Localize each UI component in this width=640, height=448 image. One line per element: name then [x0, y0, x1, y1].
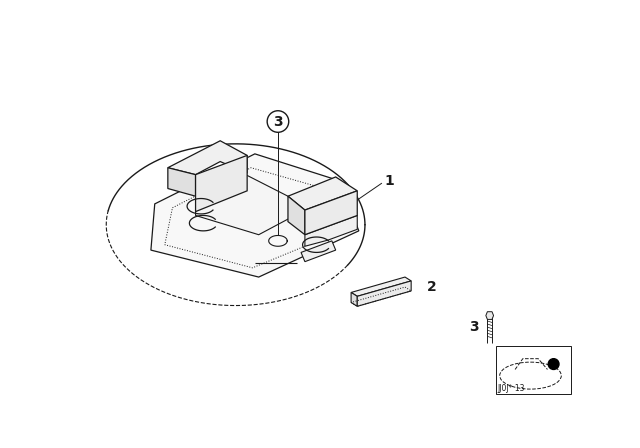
- Polygon shape: [288, 177, 357, 210]
- Circle shape: [548, 359, 559, 370]
- Polygon shape: [168, 141, 247, 175]
- Polygon shape: [351, 277, 411, 296]
- Circle shape: [267, 111, 289, 132]
- Polygon shape: [305, 215, 357, 246]
- Polygon shape: [301, 241, 336, 262]
- Text: 2: 2: [427, 280, 436, 294]
- Text: 3: 3: [469, 320, 479, 334]
- Polygon shape: [168, 168, 196, 196]
- Polygon shape: [288, 196, 305, 235]
- Polygon shape: [196, 155, 247, 211]
- Polygon shape: [151, 154, 359, 277]
- Text: 3: 3: [273, 115, 283, 129]
- Text: 1: 1: [384, 174, 394, 188]
- Polygon shape: [305, 191, 357, 235]
- Polygon shape: [486, 312, 493, 319]
- Text: JJ0J* 13: JJ0J* 13: [497, 383, 525, 392]
- Polygon shape: [196, 176, 305, 235]
- Polygon shape: [357, 281, 411, 306]
- Bar: [496, 346, 572, 394]
- Polygon shape: [351, 293, 357, 306]
